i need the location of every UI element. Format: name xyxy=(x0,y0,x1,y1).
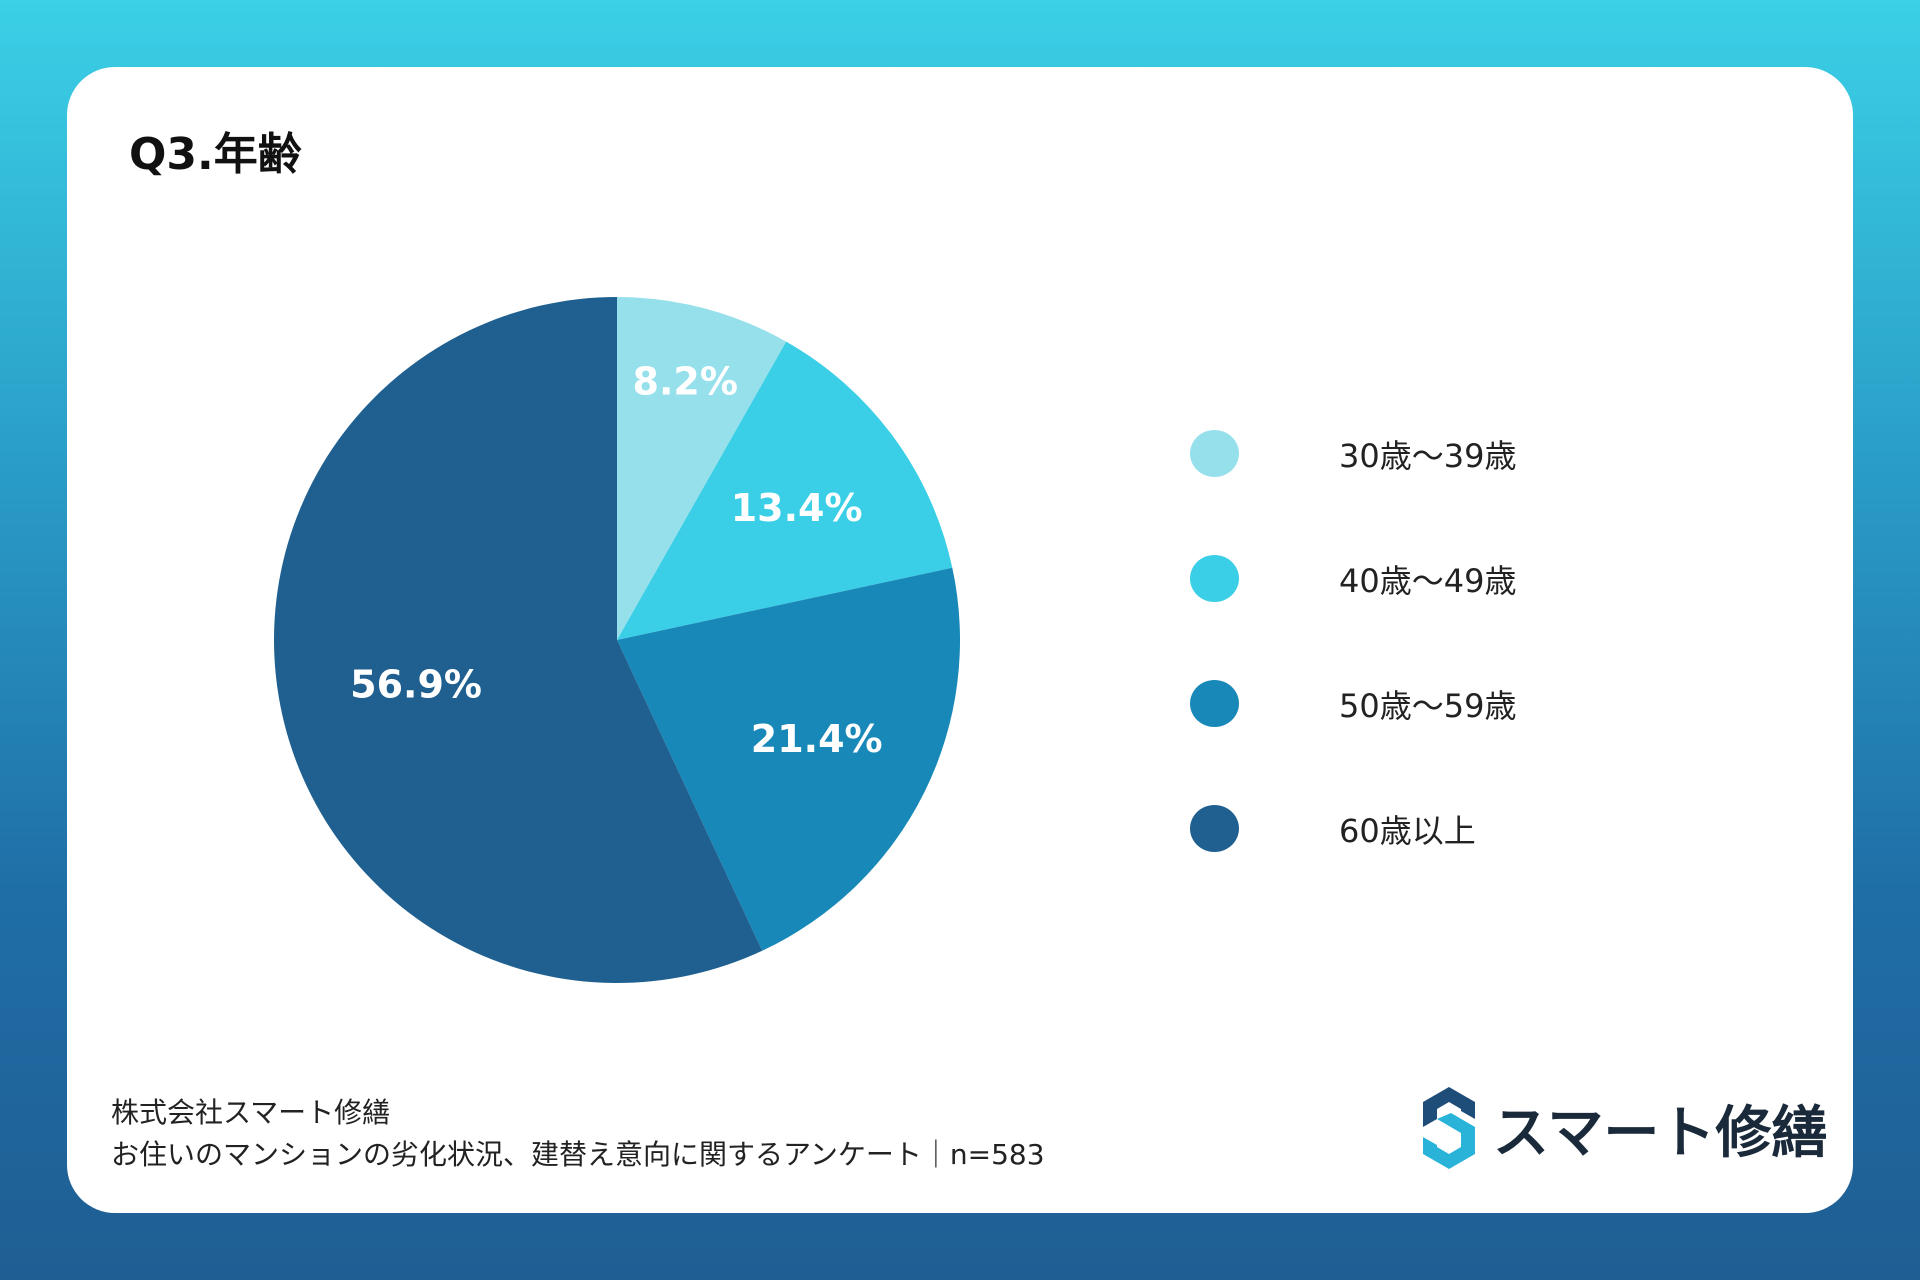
legend-item-3: 50歳〜59歳 xyxy=(1190,641,1516,766)
legend-swatch xyxy=(1190,805,1239,852)
legend-item-2: 40歳〜49歳 xyxy=(1190,516,1516,641)
legend-swatch xyxy=(1190,430,1239,477)
pie-data-label-2: 13.4% xyxy=(731,486,863,530)
footer-company: 株式会社スマート修繕 xyxy=(111,1096,391,1129)
legend-swatch xyxy=(1190,555,1239,602)
pie-data-label-3: 21.4% xyxy=(751,717,883,761)
legend-label: 30歳〜39歳 xyxy=(1339,436,1517,475)
pie-data-label-1: 8.2% xyxy=(633,359,738,403)
pie-slice-4 xyxy=(274,297,763,983)
pie-slice-3 xyxy=(617,567,961,951)
footer-survey: お住いのマンションの劣化状況、建替え意向に関するアンケート｜n=583 xyxy=(111,1138,1045,1171)
pie-data-label-4: 56.9% xyxy=(350,663,482,707)
source-footer: 株式会社スマート修繕 お住いのマンションの劣化状況、建替え意向に関するアンケート… xyxy=(111,1092,1045,1176)
legend-label: 60歳以上 xyxy=(1339,811,1476,850)
legend-swatch xyxy=(1190,680,1239,727)
chart-title: Q3.年齢 xyxy=(129,129,302,180)
legend: 30歳〜39歳 40歳〜49歳 50歳〜59歳 60歳以上 xyxy=(1190,391,1516,891)
brand-logo: スマート修繕 xyxy=(1419,1085,1827,1171)
s-logo-icon xyxy=(1423,1087,1475,1169)
legend-item-1: 30歳〜39歳 xyxy=(1190,391,1516,516)
legend-label: 50歳〜59歳 xyxy=(1339,686,1517,725)
pie-chart: 8.2% 13.4% 21.4% 56.9% xyxy=(274,297,961,983)
pie-slice-1 xyxy=(617,297,787,640)
legend-label: 40歳〜49歳 xyxy=(1339,561,1517,600)
pie-slice-2 xyxy=(617,341,953,640)
logo-text: スマート修繕 xyxy=(1493,1100,1828,1166)
chart-card: Q3.年齢 8.2% 13.4% 21.4% 56.9% 30歳〜39歳 40歳〜49歳… xyxy=(67,67,1853,1213)
legend-item-4: 60歳以上 xyxy=(1190,766,1516,891)
